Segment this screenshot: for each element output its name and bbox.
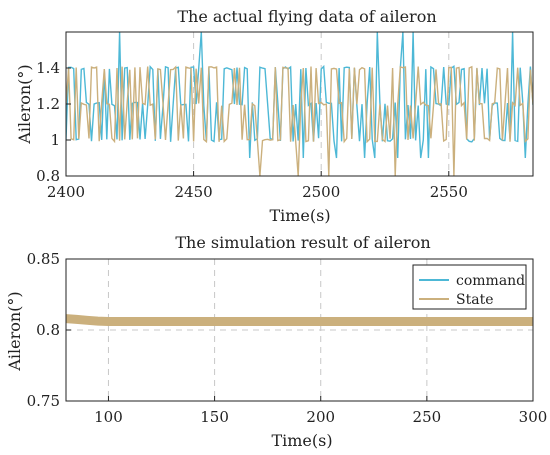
chart1-series-state	[66, 65, 533, 176]
chart1-ytick-label: 1.4	[36, 59, 60, 77]
chart2-ylabel: Aileron(°)	[5, 291, 24, 371]
chart2-xtick-label: 200	[306, 408, 335, 426]
chart2-xtick-label: 300	[519, 408, 548, 426]
chart1-ylabel: Aileron(°)	[15, 64, 34, 144]
chart1-xlabel: Time(s)	[269, 206, 330, 225]
chart1-xtick-label: 2400	[47, 183, 85, 201]
chart1-xtick-label: 2450	[175, 183, 213, 201]
legend-state-label: State	[456, 292, 493, 308]
chart1-ytick-label: 1	[50, 131, 60, 149]
chart2-xlabel: Time(s)	[271, 431, 332, 450]
chart1-grid	[193, 32, 450, 176]
chart2-plot-area	[66, 314, 533, 326]
chart1-xtick-label: 2500	[302, 183, 340, 201]
legend-command-label: command	[456, 273, 525, 289]
simulation-chart: The simulation result of aileron 100 150 2…	[5, 233, 547, 450]
chart2-xtick-label: 150	[200, 408, 229, 426]
chart1-x-ticks: 2400 2450 2500 2550	[47, 171, 468, 201]
chart2-ytick-label: 0.85	[27, 250, 60, 268]
chart2-title: The simulation result of aileron	[175, 233, 430, 252]
chart1-ytick-label: 1.2	[36, 95, 60, 113]
chart2-x-ticks: 100 150 200 250 300	[94, 396, 547, 426]
legend-box	[412, 264, 527, 310]
chart2-xtick-label: 250	[413, 408, 442, 426]
chart1-ytick-label: 0.8	[36, 167, 60, 185]
flying-data-chart: The actual flying data of aileron 2400 24…	[15, 7, 534, 225]
chart2-ytick-label: 0.75	[27, 392, 60, 410]
chart2-legend: command State	[412, 264, 527, 310]
chart1-y-ticks: 0.8 1 1.2 1.4	[36, 59, 71, 185]
chart1-series-command	[66, 32, 533, 159]
chart2-ytick-label: 0.8	[36, 321, 60, 339]
chart1-title: The actual flying data of aileron	[177, 7, 436, 26]
chart2-series-state	[66, 314, 533, 326]
chart2-y-ticks: 0.75 0.8 0.85	[27, 250, 71, 410]
chart2-xtick-label: 100	[94, 408, 123, 426]
chart1-xtick-label: 2550	[430, 183, 468, 201]
chart1-plot-area	[66, 32, 533, 176]
